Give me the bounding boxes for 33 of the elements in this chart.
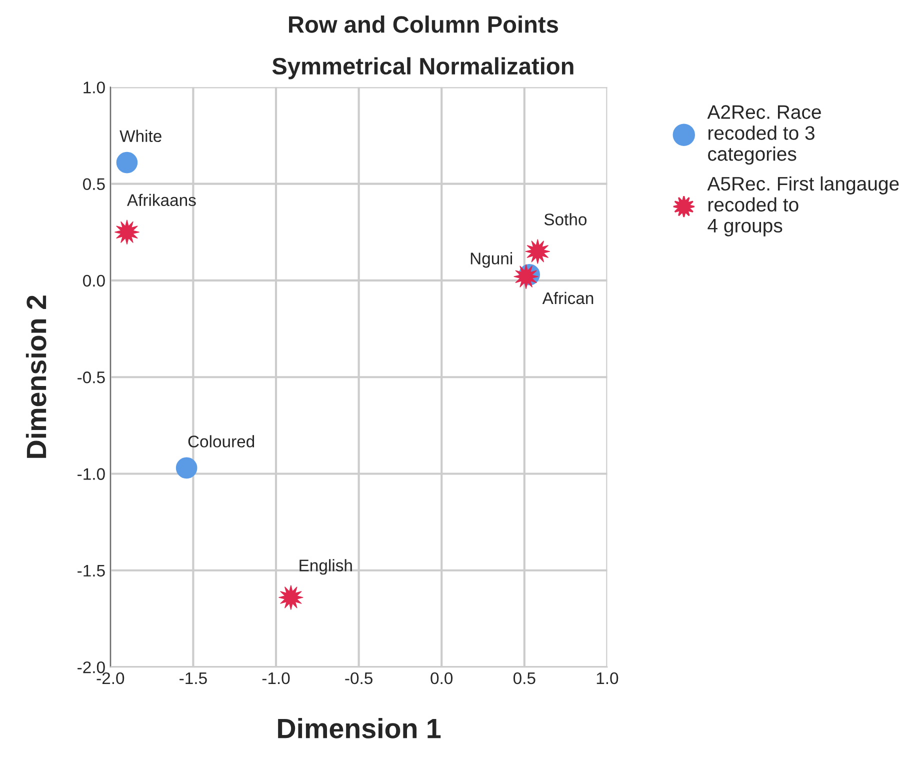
chart-title: Row and Column Points (289, 16, 558, 33)
point (116, 152, 138, 174)
y-tick-label: 1.0 (84, 82, 105, 94)
annotation: Sotho (544, 213, 587, 226)
point (525, 239, 550, 264)
point (114, 220, 140, 245)
x-tick-label: -0.5 (345, 672, 372, 684)
annotation: Coloured (188, 435, 254, 448)
legend-label: A2Rec. Race recoded to 3 categories (707, 105, 821, 165)
x-tick-label: -1.5 (180, 672, 207, 684)
point (514, 264, 538, 289)
x-tick-label: 1.0 (596, 672, 618, 684)
y-tick-label: -0.5 (78, 372, 105, 384)
chart-subtitle: Symmetrical Normalization (272, 57, 574, 80)
y-tick-label: -2.0 (78, 661, 105, 674)
x-tick-label: -2.0 (96, 672, 124, 684)
annotation: African (542, 292, 594, 304)
x-tick-label: 0.5 (513, 672, 536, 684)
x-tick-label: -1.0 (262, 672, 290, 684)
annotation: English (300, 559, 352, 575)
point (176, 457, 198, 479)
y-tick-label: -1.5 (78, 564, 105, 577)
y-tick-label: -1.0 (78, 468, 105, 480)
x-tick-label: 0.0 (430, 672, 453, 684)
y-tick-label: 0.5 (83, 178, 105, 190)
legend-label: A5Rec. First langauge recoded to 4 groups (707, 176, 899, 236)
point (278, 585, 304, 610)
annotation: Nguni (470, 252, 512, 268)
y-axis-title: Dimension 2 (26, 296, 46, 458)
y-tick-label: 0.0 (83, 274, 105, 287)
x-axis-title: Dimension 1 (278, 718, 441, 738)
annotation: White (120, 130, 162, 142)
annotation: Afrikaans (126, 194, 196, 206)
